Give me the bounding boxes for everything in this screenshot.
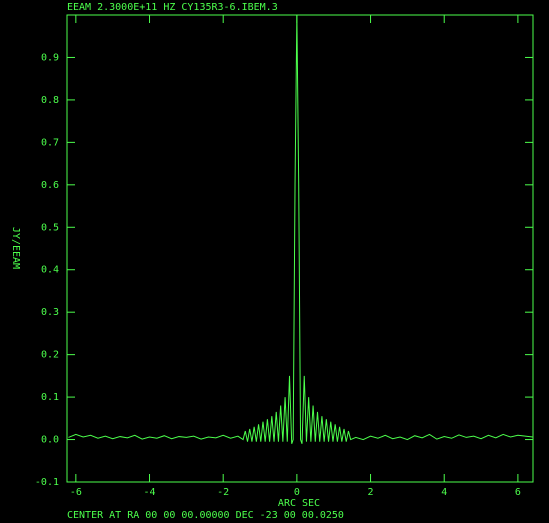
- x-tick-label: 6: [515, 487, 521, 498]
- y-tick-label: 0.9: [41, 52, 59, 63]
- footer: CENTER AT RA 00 00 00.00000 DEC -23 00 0…: [67, 510, 344, 521]
- x-tick-label: 4: [441, 487, 447, 498]
- y-tick-label: 0.8: [41, 95, 59, 106]
- y-tick-label: -0.1: [35, 477, 59, 488]
- x-tick-label: -2: [217, 487, 229, 498]
- x-tick-label: 2: [368, 487, 374, 498]
- chart-title: EEAM 2.3000E+11 HZ CY135R3-6.IBEM.3: [67, 2, 278, 13]
- y-tick-label: 0.4: [41, 265, 59, 276]
- y-tick-label: 0.2: [41, 350, 59, 361]
- x-axis-label: ARC SEC: [278, 498, 320, 509]
- x-tick-label: 0: [294, 487, 300, 498]
- y-tick-label: 0.3: [41, 307, 59, 318]
- y-tick-label: 0.1: [41, 392, 59, 403]
- y-tick-label: 0.0: [41, 435, 59, 446]
- y-tick-label: 0.7: [41, 137, 59, 148]
- y-axis-label: JY/EEAM: [10, 227, 21, 269]
- y-tick-label: 0.5: [41, 222, 59, 233]
- y-tick-label: 0.6: [41, 180, 59, 191]
- x-tick-label: -6: [70, 487, 82, 498]
- beam-line: [68, 14, 533, 444]
- x-tick-label: -4: [143, 487, 155, 498]
- plot-frame: [66, 14, 534, 483]
